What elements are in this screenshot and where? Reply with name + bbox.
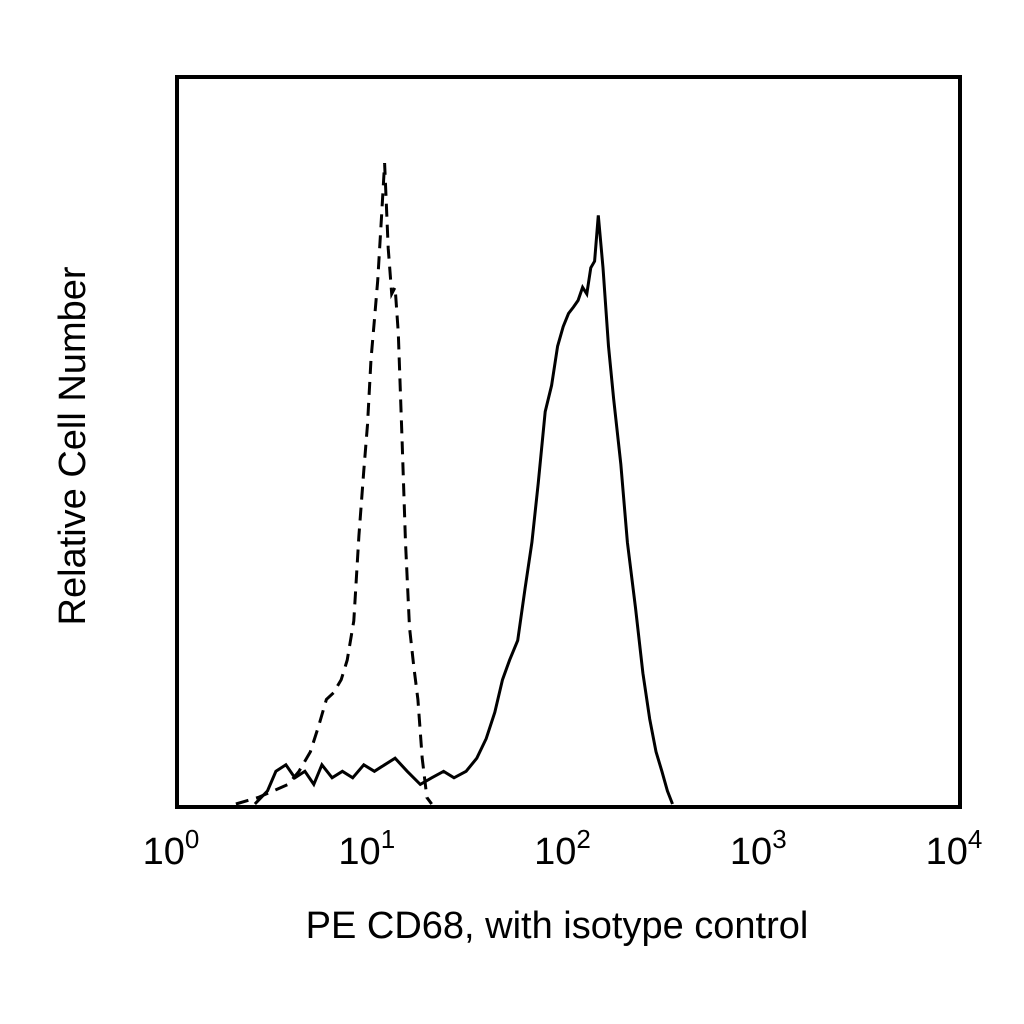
x-tick-labels: 100 101 102 103 104 <box>143 824 983 873</box>
plot-frame <box>175 75 962 809</box>
series-layer <box>235 163 674 806</box>
x-tick-label: 100 <box>143 824 200 873</box>
x-axis-title: PE CD68, with isotype control <box>306 905 809 947</box>
x-tick-label: 102 <box>534 824 591 873</box>
x-tick-label: 101 <box>338 824 395 873</box>
series-line-isotype-control <box>235 163 433 806</box>
y-axis-title: Relative Cell Number <box>52 266 94 625</box>
series-line-pe-cd68 <box>253 215 674 806</box>
x-tick-label: 104 <box>926 824 983 873</box>
x-tick-label: 103 <box>730 824 787 873</box>
